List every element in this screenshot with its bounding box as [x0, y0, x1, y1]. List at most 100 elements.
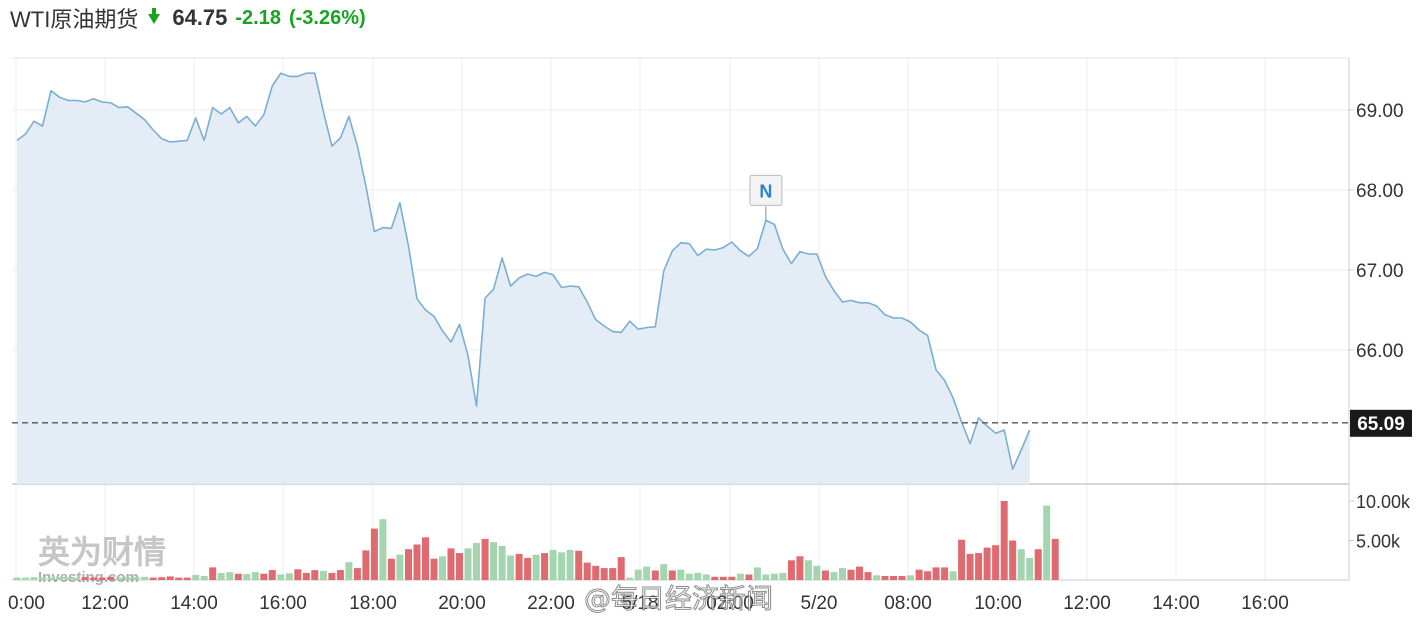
volume-bar	[507, 555, 515, 580]
volume-bar	[728, 576, 736, 580]
volume-bar	[439, 556, 446, 580]
volume-bar	[617, 557, 625, 580]
volume-bar	[277, 574, 285, 580]
price-change: -2.18	[235, 6, 281, 29]
volume-bar	[1009, 540, 1017, 580]
volume-bar	[830, 572, 838, 580]
volume-bar	[1026, 557, 1034, 580]
news-marker-box[interactable]	[749, 174, 783, 206]
volume-bar	[770, 573, 778, 580]
time-tick-label: 08:00	[884, 593, 932, 614]
volume-bar	[81, 577, 89, 580]
volume-bar	[762, 574, 770, 580]
volume-bar	[600, 568, 608, 580]
time-tick-label: 14:00	[170, 593, 218, 614]
time-tick-label: 14:00	[1152, 593, 1200, 614]
volume-bar	[1043, 505, 1051, 580]
volume-bar	[490, 542, 498, 580]
volume-bar	[932, 567, 940, 580]
volume-bar	[405, 549, 412, 580]
volume-bar	[924, 571, 932, 580]
time-tick-label: 18:00	[349, 593, 397, 614]
volume-bar	[856, 566, 863, 580]
volume-bar	[660, 564, 668, 580]
volume-bar	[1000, 501, 1008, 580]
volume-bar	[685, 573, 693, 580]
volume-bar	[1034, 549, 1042, 580]
volume-tick-label: 10.00k	[1356, 492, 1411, 512]
volume-bar	[890, 576, 897, 580]
volume-bar	[268, 570, 276, 580]
volume-bar	[183, 577, 191, 580]
volume-bar	[787, 560, 795, 581]
volume-bar	[541, 553, 549, 580]
volume-bar	[745, 574, 753, 580]
volume-bar	[285, 573, 293, 580]
volume-bar	[941, 567, 949, 580]
volume-bar	[592, 565, 600, 580]
volume-bar	[22, 577, 29, 580]
volume-bar	[796, 556, 804, 580]
volume-bar	[251, 572, 259, 580]
volume-bar	[881, 576, 889, 580]
time-tick-label: 5/18	[622, 593, 659, 614]
price-line	[16, 72, 1031, 470]
volume-bar	[915, 569, 923, 580]
volume-bar	[719, 576, 727, 580]
volume-bar	[651, 570, 659, 580]
news-marker[interactable]: N	[749, 174, 783, 221]
price-tick-label: 67.00	[1356, 261, 1404, 282]
volume-axis: 10.00k 5.00k	[1349, 492, 1411, 552]
volume-bar	[141, 576, 149, 580]
volume-bar	[311, 570, 319, 580]
volume-bar	[319, 570, 327, 580]
time-axis: 0:00 12:00 14:00 16:00 18:00 20:00 22:00 5/18 02…	[8, 593, 1289, 614]
volume-bars	[13, 501, 1059, 581]
time-tick-label: 22:00	[527, 593, 575, 614]
volume-bar	[13, 577, 21, 580]
investing-watermark: 英为财情 Investing.com	[38, 533, 166, 586]
volume-bar	[387, 558, 395, 580]
volume-bar	[200, 576, 208, 580]
volume-bar	[115, 577, 123, 580]
volume-bar	[898, 576, 906, 580]
volume-bar	[124, 577, 132, 580]
volume-bar	[1051, 538, 1059, 580]
volume-bar	[158, 577, 166, 580]
volume-bar	[353, 568, 361, 580]
volume-bar	[294, 569, 302, 580]
time-tick-label: 16:00	[1241, 593, 1289, 614]
volume-bar	[107, 576, 115, 580]
volume-bar	[702, 574, 710, 580]
volume-bar	[234, 573, 242, 580]
volume-bar	[370, 528, 378, 580]
volume-bar	[643, 566, 651, 580]
volume-bar	[847, 569, 855, 580]
volume-bar	[804, 560, 812, 581]
volume-bar	[907, 575, 914, 580]
price-tick-label: 66.00	[1356, 341, 1404, 362]
time-tick-label: 02:00	[706, 593, 754, 614]
volume-bar	[626, 577, 634, 580]
current-price-badge: 65.09	[1350, 409, 1412, 437]
volume-bar	[558, 552, 566, 580]
volume-bar	[132, 577, 140, 580]
volume-bar	[821, 570, 829, 580]
volume-bar	[609, 568, 617, 580]
volume-bar	[166, 576, 174, 580]
time-tick-label: 12:00	[1063, 593, 1111, 614]
quote-header: WTI原油期货 64.75 -2.18 (-3.26%)	[10, 3, 366, 33]
volume-bar	[975, 553, 983, 580]
volume-bar	[430, 558, 438, 580]
volume-bar	[379, 519, 387, 580]
volume-bar	[532, 554, 540, 580]
volume-bar	[217, 572, 225, 580]
volume-bar	[634, 569, 642, 580]
time-tick-label: 12:00	[81, 593, 129, 614]
volume-bar	[481, 538, 489, 580]
volume-bar	[711, 576, 719, 580]
volume-bar	[260, 573, 268, 580]
volume-bar	[839, 568, 846, 580]
volume-bar	[575, 550, 583, 580]
